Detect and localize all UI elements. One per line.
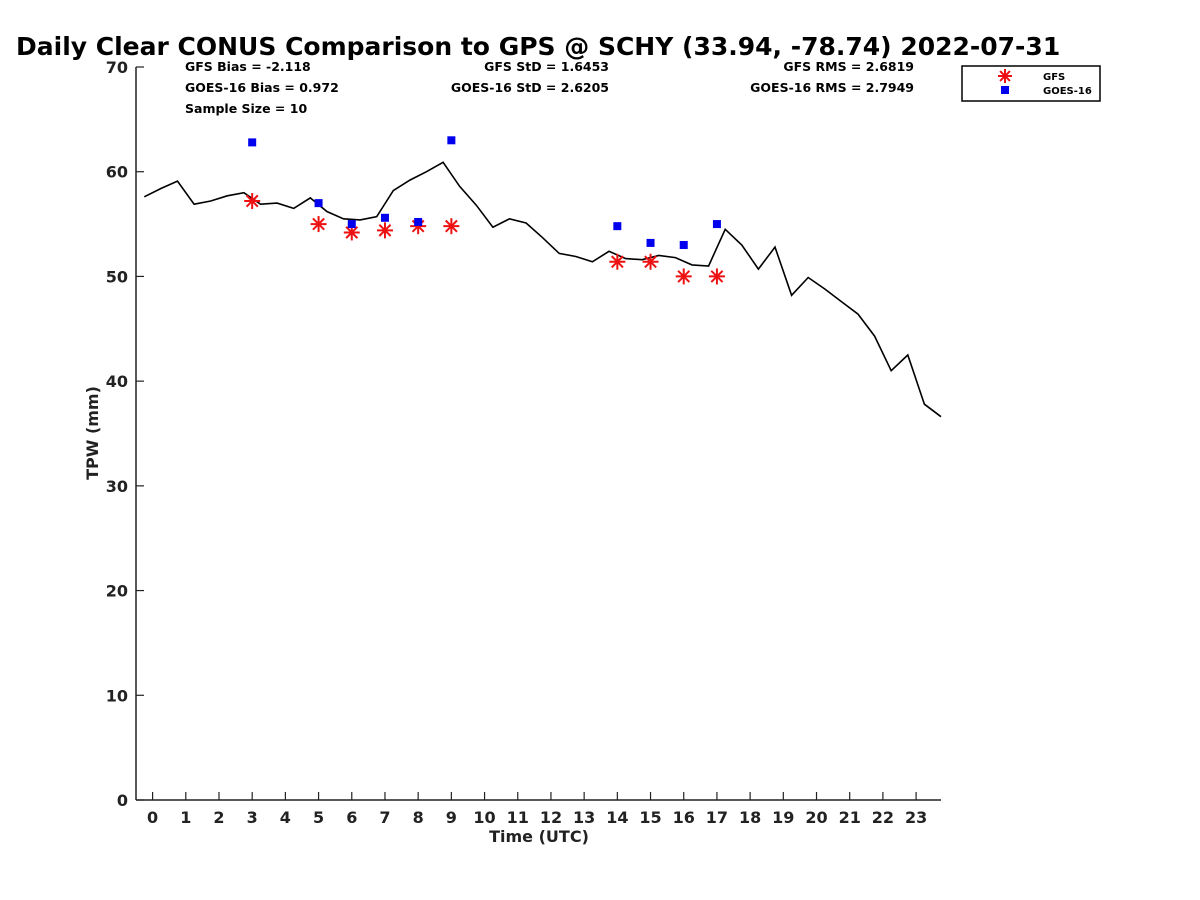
x-tick-label: 3 [247,808,258,827]
x-tick-label: 22 [872,808,894,827]
gfs-point [609,253,626,270]
goes16-point [380,213,389,222]
x-tick-label: 4 [280,808,291,827]
y-tick-label: 70 [106,58,128,77]
goes16-point [314,199,323,208]
gfs-point [310,216,327,233]
y-axis-label: TPW (mm) [83,386,102,480]
x-axis-label: Time (UTC) [489,827,589,846]
x-tick-label: 9 [446,808,457,827]
x-tick-label: 13 [573,808,595,827]
gps-line [143,161,942,418]
x-tick-label: 11 [507,808,529,827]
goes16-point [613,222,622,231]
gfs-point [642,253,659,270]
x-tick-label: 15 [639,808,661,827]
sample-size-stat: Sample Size = 10 [185,101,307,116]
x-tick-label: 19 [772,808,794,827]
gfs-point [708,268,725,285]
x-tick-label: 17 [706,808,728,827]
gfs-point [343,224,360,241]
x-tick-label: 23 [905,808,927,827]
y-tick-label: 50 [106,267,128,286]
x-tick-label: 5 [313,808,324,827]
x-tick-label: 10 [473,808,495,827]
legend-goes-symbol [1001,86,1009,94]
y-tick-label: 30 [106,477,128,496]
goes16-point [447,136,456,145]
goes16-point [347,220,356,229]
gfs-point [443,218,460,235]
y-tick-label: 40 [106,372,128,391]
y-tick-label: 0 [117,791,128,810]
goes16-point [248,138,257,147]
x-tick-label: 18 [739,808,761,827]
goes16-point [414,217,423,226]
x-tick-label: 14 [606,808,628,827]
x-tick-label: 2 [213,808,224,827]
goes-rms-stat: GOES-16 RMS = 2.7949 [750,80,914,95]
marker-series [244,136,725,285]
gps-line-series [143,161,942,418]
legend-gfs-marker [998,69,1012,83]
legend: GFS GOES-16 [961,65,1101,102]
gfs-rms-stat: GFS RMS = 2.6819 [783,59,914,74]
x-tick-label: 1 [180,808,191,827]
x-tick-label: 16 [673,808,695,827]
legend-goes-label: GOES-16 [1043,86,1092,97]
y-tick-label: 60 [106,163,128,182]
gfs-std-stat: GFS StD = 1.6453 [484,59,609,74]
goes-std-stat: GOES-16 StD = 2.6205 [451,80,609,95]
x-tick-label: 7 [379,808,390,827]
gfs-bias-stat: GFS Bias = -2.118 [185,59,311,74]
legend-box [961,65,1101,102]
goes16-point [679,241,688,250]
x-tick-label: 12 [540,808,562,827]
x-tick-label: 0 [147,808,158,827]
gfs-point [376,222,393,239]
chart-title: Daily Clear CONUS Comparison to GPS @ SC… [16,32,1060,61]
y-tick-label: 10 [106,686,128,705]
y-tick-label: 20 [106,582,128,601]
legend-gfs-symbol [998,69,1012,83]
gfs-point [675,268,692,285]
x-tick-label: 8 [413,808,424,827]
legend-goes-marker [1001,86,1009,94]
legend-gfs-label: GFS [1043,72,1065,83]
x-tick-label: 20 [805,808,827,827]
x-tick-label: 21 [839,808,861,827]
goes16-point [712,220,721,229]
goes16-point [646,238,655,247]
goes-bias-stat: GOES-16 Bias = 0.972 [185,80,339,95]
gfs-point [244,193,261,210]
x-tick-label: 6 [346,808,357,827]
